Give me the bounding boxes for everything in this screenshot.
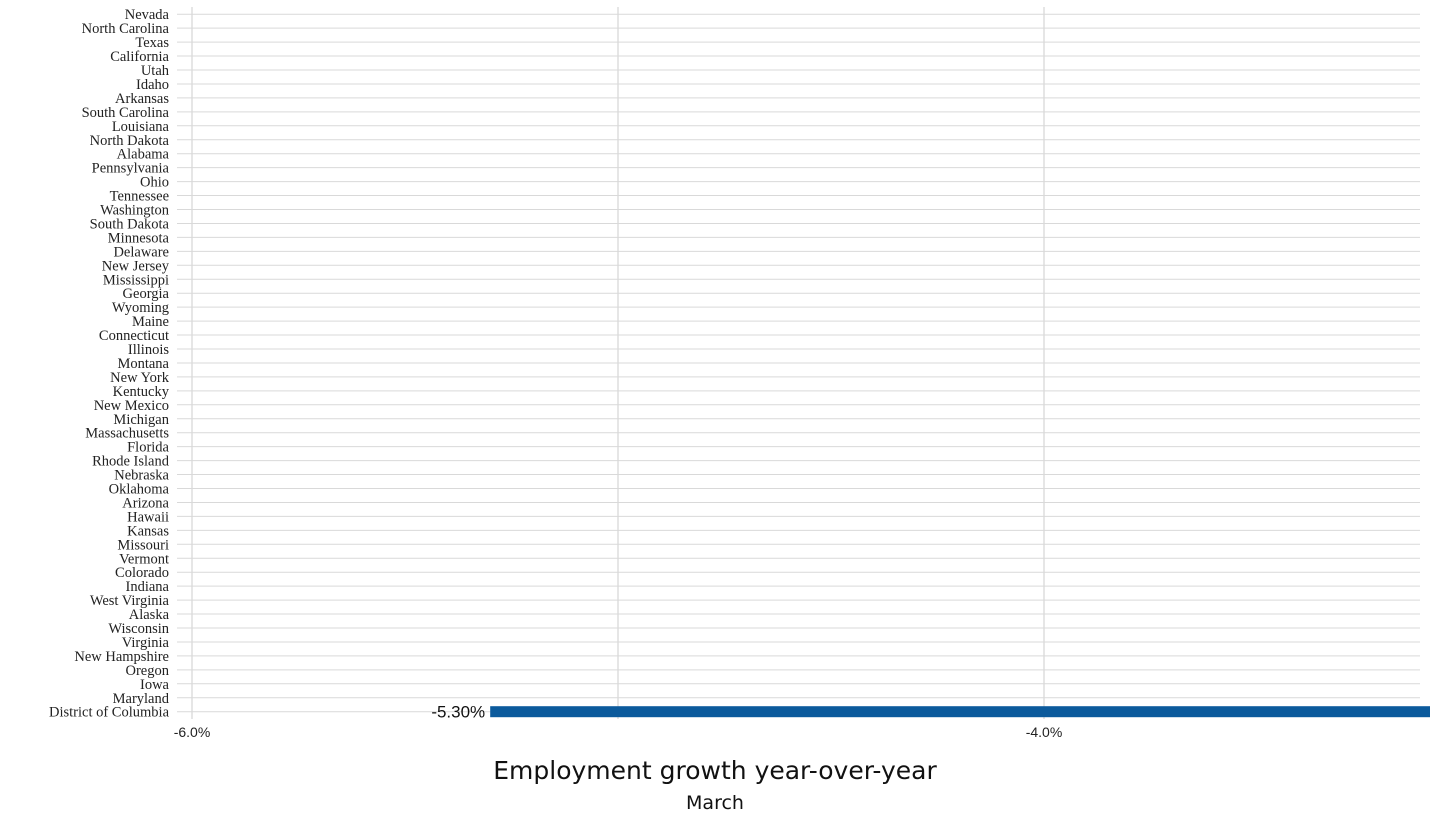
category-label: Iowa — [140, 677, 170, 693]
category-label: Indiana — [126, 579, 170, 595]
category-label: Illinois — [128, 342, 169, 358]
category-label: Texas — [135, 35, 169, 51]
bars — [490, 706, 1430, 718]
category-label: Arkansas — [115, 91, 169, 107]
category-label: Rhode Island — [92, 454, 170, 470]
category-label: Pennsylvania — [92, 161, 170, 177]
category-label: Missouri — [117, 537, 169, 553]
category-label: Colorado — [115, 565, 169, 581]
category-label: Oregon — [126, 663, 170, 679]
category-label: Wyoming — [112, 300, 169, 316]
category-label: New Hampshire — [74, 649, 169, 665]
category-label: California — [110, 49, 169, 65]
category-label: South Carolina — [82, 105, 170, 121]
category-label: West Virginia — [90, 593, 170, 609]
category-label: Idaho — [136, 77, 169, 93]
category-label: Nevada — [125, 7, 170, 23]
category-label: Nebraska — [114, 468, 169, 484]
chart-subtitle: March — [686, 792, 744, 814]
x-tick-label: -4.0% — [1026, 724, 1063, 740]
category-label: Virginia — [122, 635, 170, 651]
category-label: Kentucky — [113, 384, 170, 400]
category-label: Mississippi — [103, 272, 169, 288]
category-label: Florida — [127, 440, 169, 456]
category-label: Tennessee — [110, 189, 169, 205]
category-label: South Dakota — [90, 216, 170, 232]
bar — [490, 706, 1430, 718]
category-label: Alaska — [129, 607, 170, 623]
category-label: Washington — [100, 203, 170, 219]
category-label: Louisiana — [112, 119, 170, 135]
category-label: Utah — [141, 63, 170, 79]
category-label: Massachusetts — [85, 426, 169, 442]
category-label: Arizona — [122, 495, 169, 511]
category-label: Kansas — [127, 523, 169, 539]
category-label: Montana — [117, 356, 169, 372]
category-label: Hawaii — [127, 509, 169, 525]
category-label: North Dakota — [90, 133, 170, 149]
value-label: -5.30% — [431, 703, 485, 722]
category-label: Alabama — [117, 147, 170, 163]
category-label: Maine — [132, 314, 169, 330]
category-label: New York — [110, 370, 170, 386]
category-label: New Mexico — [94, 398, 169, 414]
category-label: Connecticut — [99, 328, 169, 344]
category-label: Oklahoma — [109, 482, 170, 498]
category-label: New Jersey — [102, 258, 170, 274]
x-tick-label: -6.0% — [174, 724, 211, 740]
category-label: Maryland — [113, 691, 170, 707]
category-label: Ohio — [140, 175, 169, 191]
value-labels: 1.82%0.88%0.82%0.80%0.62%0.56%0.52%0.51%… — [431, 703, 485, 722]
category-label: Wisconsin — [108, 621, 169, 637]
category-label: Michigan — [113, 412, 169, 428]
x-axis-ticks: -6.0%-4.0%-2.0%0.0%2.0% — [174, 724, 1063, 740]
category-label: Georgia — [123, 286, 170, 302]
category-label: Delaware — [113, 244, 169, 260]
x-axis-title: Employment growth year-over-year — [493, 756, 937, 785]
category-label: North Carolina — [82, 21, 170, 37]
grid-lines — [177, 7, 1420, 719]
category-label: Minnesota — [108, 230, 170, 246]
category-label: District of Columbia — [49, 705, 170, 721]
category-label: Vermont — [119, 551, 169, 567]
